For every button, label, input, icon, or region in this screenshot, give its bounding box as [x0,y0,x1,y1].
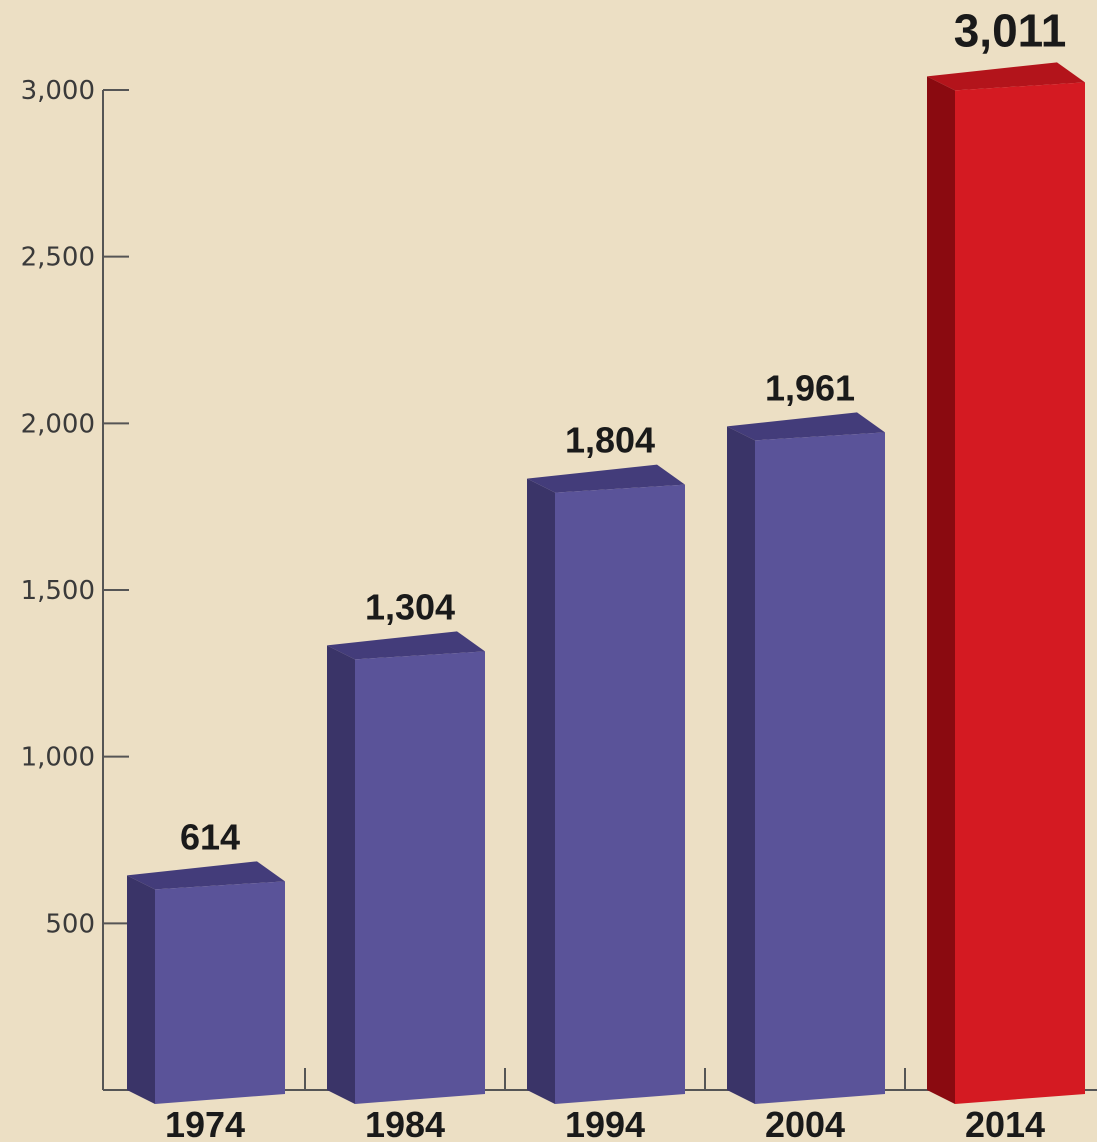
x-tick-label: 2004 [765,1104,845,1142]
bar [555,484,685,1105]
bar-side [327,645,355,1104]
labels: 614 1974 1,304 1984 1,804 1994 1,961 2004 3,011 2… [165,4,1066,1142]
bar-top [327,631,485,660]
bar [755,432,885,1104]
x-tick-label: 1994 [565,1104,645,1142]
data-label: 1,304 [365,586,455,627]
y-tick-label: 500 [45,909,95,939]
data-label: 1,961 [765,367,855,408]
y-tick-label: 1,000 [21,743,95,773]
bar-side [127,875,155,1104]
bar [955,82,1085,1105]
bar [355,651,485,1104]
data-label: 1,804 [565,420,655,461]
bar-top [727,412,885,441]
bar-side [527,478,555,1105]
bar [155,881,285,1104]
y-tick-label: 1,500 [21,576,95,606]
x-tick-label: 1974 [165,1104,245,1142]
y-tick-label: 2,500 [21,243,95,273]
bars [127,62,1085,1105]
bar-side [927,76,955,1104]
bar-top [927,62,1085,91]
y-tick-label: 3,000 [21,76,95,106]
data-label: 614 [180,816,240,857]
x-tick-label: 2014 [965,1104,1045,1142]
y-tick-label: 2,000 [21,409,95,439]
bar-top [527,464,685,493]
x-tick-label: 1984 [365,1104,445,1142]
bar-side [727,426,755,1104]
bar-top [127,861,285,890]
data-label: 3,011 [954,4,1067,56]
y-axis: 500 1,000 1,500 2,000 2,500 3,000 [21,76,1097,1091]
